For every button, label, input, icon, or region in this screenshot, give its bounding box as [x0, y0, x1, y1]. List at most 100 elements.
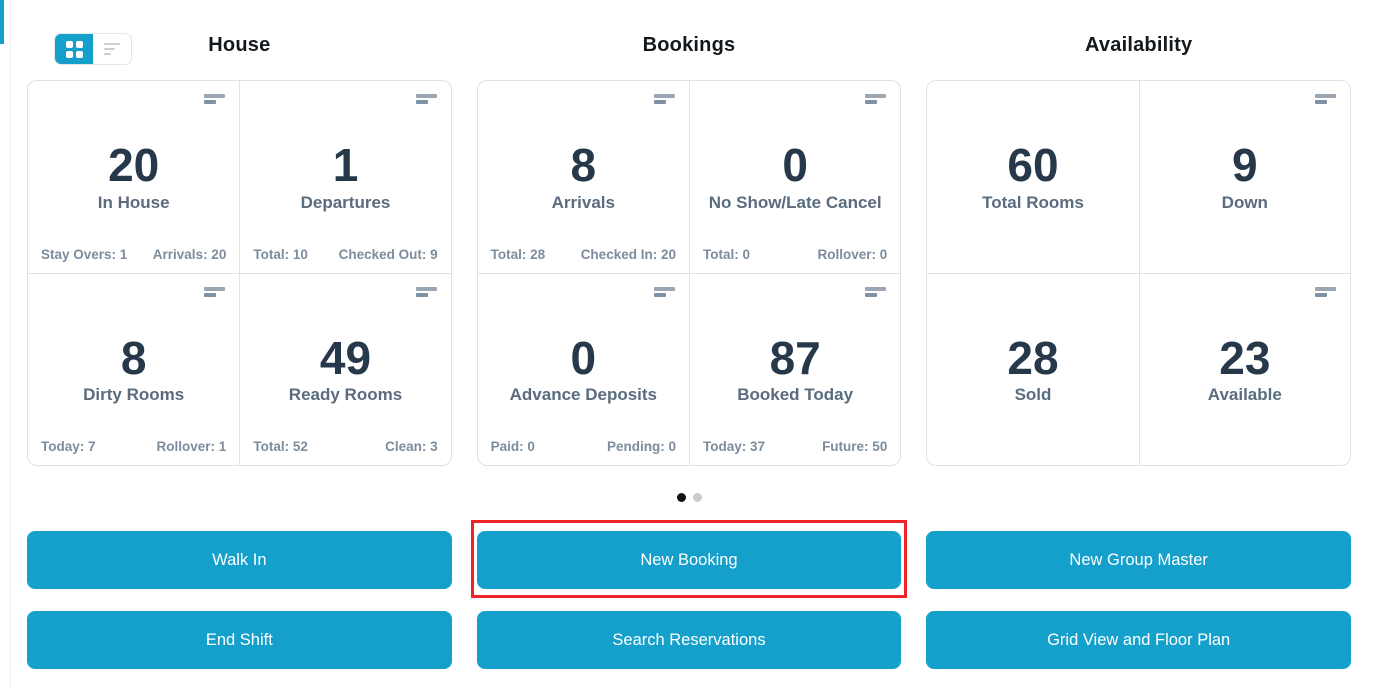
walk-in-button[interactable]: Walk In: [27, 531, 452, 589]
stat-footer-right: Arrivals: 20: [152, 247, 227, 262]
stat-footer-left: Today: 37: [702, 439, 765, 454]
card-menu-icon[interactable]: [865, 287, 887, 297]
stat-footer-right: Checked Out: 9: [338, 247, 438, 262]
action-buttons: Walk In New Booking New Group Master End…: [27, 520, 1351, 669]
dashboard: House Bookings Availability 20 In House …: [27, 0, 1351, 669]
stat-value: 60: [1007, 139, 1059, 192]
stat-value: 0: [570, 331, 597, 384]
card-menu-icon[interactable]: [653, 287, 675, 297]
stat-value: 87: [769, 331, 821, 384]
stat-card-total-rooms[interactable]: 60 Total Rooms: [927, 81, 1138, 273]
stat-label: Sold: [1014, 385, 1052, 405]
stat-footer-left: Total: 0: [702, 247, 750, 262]
stat-label: Available: [1207, 385, 1282, 405]
grid-view-floor-plan-button[interactable]: Grid View and Floor Plan: [926, 611, 1351, 669]
stat-card-in-house[interactable]: 20 In House Stay Overs: 1 Arrivals: 20: [28, 81, 239, 273]
stat-footer-right: Pending: 0: [606, 439, 676, 454]
section-title-bookings: Bookings: [642, 34, 736, 56]
new-booking-slot: New Booking: [470, 520, 908, 598]
carousel-dots: [27, 493, 1351, 502]
new-booking-button[interactable]: New Booking: [476, 531, 902, 589]
card-menu-icon[interactable]: [1314, 287, 1336, 297]
section-headers: House Bookings Availability: [27, 0, 1351, 80]
stat-card-booked-today[interactable]: 87 Booked Today Today: 37 Future: 50: [688, 273, 901, 465]
card-menu-icon[interactable]: [204, 287, 226, 297]
grid-view-icon: [65, 40, 83, 58]
new-group-master-button[interactable]: New Group Master: [926, 531, 1351, 589]
stat-footer-left: Total: 52: [253, 439, 308, 454]
stat-label: Total Rooms: [982, 192, 1084, 212]
stat-footer-right: Future: 50: [822, 439, 888, 454]
section-title-availability: Availability: [1085, 34, 1193, 56]
stat-card-advance-deposits[interactable]: 0 Advance Deposits Paid: 0 Pending: 0: [477, 273, 689, 465]
stat-footer-left: Today: 7: [41, 439, 96, 454]
stat-card-available[interactable]: 23 Available: [1138, 273, 1350, 465]
stat-card-down[interactable]: 9 Down: [1138, 81, 1350, 273]
stat-card-ready-rooms[interactable]: 49 Ready Rooms Total: 52 Clean: 3: [239, 273, 451, 465]
stat-label: Booked Today: [737, 385, 854, 405]
stat-footer: Total: 28 Checked In: 20: [491, 247, 676, 262]
search-reservations-button[interactable]: Search Reservations: [476, 611, 902, 669]
stat-footer-right: Rollover: 1: [156, 439, 227, 454]
card-menu-icon[interactable]: [204, 94, 226, 104]
stat-value: 28: [1007, 331, 1059, 384]
card-menu-icon[interactable]: [653, 94, 675, 104]
stat-label: Departures: [300, 192, 391, 212]
stat-footer: Total: 0 Rollover: 0: [703, 247, 887, 262]
stat-footer: Today: 37 Future: 50: [703, 439, 887, 454]
stat-value: 23: [1219, 331, 1271, 384]
stat-footer: Paid: 0 Pending: 0: [491, 439, 676, 454]
stat-value: 20: [108, 139, 160, 192]
stat-value: 9: [1232, 139, 1258, 192]
house-panel: 20 In House Stay Overs: 1 Arrivals: 20 1…: [27, 80, 452, 466]
grid-view-button[interactable]: [55, 34, 93, 64]
card-menu-icon[interactable]: [415, 94, 437, 104]
stat-label: Down: [1221, 192, 1268, 212]
view-toggle: [54, 33, 132, 65]
stat-value: 8: [120, 331, 147, 384]
stat-card-departures[interactable]: 1 Departures Total: 10 Checked Out: 9: [239, 81, 450, 273]
stat-footer-right: Rollover: 0: [817, 247, 888, 262]
stat-footer: Total: 52 Clean: 3: [253, 439, 437, 454]
stat-label: Ready Rooms: [288, 385, 403, 405]
stat-value: 49: [319, 331, 372, 384]
card-menu-icon[interactable]: [865, 94, 887, 104]
search-reservations-slot: Search Reservations: [476, 611, 902, 669]
card-menu-icon[interactable]: [415, 287, 437, 297]
stat-label: Arrivals: [551, 192, 615, 212]
new-group-master-slot: New Group Master: [926, 531, 1351, 589]
stat-footer-left: Stay Overs: 1: [41, 247, 128, 262]
stat-footer-right: Checked In: 20: [580, 247, 676, 262]
carousel-dot-2[interactable]: [692, 493, 702, 502]
stat-panels: 20 In House Stay Overs: 1 Arrivals: 20 1…: [27, 80, 1351, 466]
stat-card-dirty-rooms[interactable]: 8 Dirty Rooms Today: 7 Rollover: 1: [28, 273, 240, 465]
stat-label: Advance Deposits: [509, 385, 658, 405]
carousel-dot-1[interactable]: [676, 493, 686, 502]
stat-card-sold[interactable]: 28 Sold: [927, 273, 1139, 465]
stat-label: In House: [97, 192, 170, 212]
end-shift-button[interactable]: End Shift: [27, 611, 452, 669]
bookings-panel: 8 Arrivals Total: 28 Checked In: 20 0 No…: [476, 80, 902, 466]
stat-footer: Total: 10 Checked Out: 9: [253, 247, 437, 262]
stat-card-arrivals[interactable]: 8 Arrivals Total: 28 Checked In: 20: [478, 81, 689, 273]
stat-footer-right: Clean: 3: [385, 439, 438, 454]
stat-value: 8: [570, 139, 597, 192]
stat-value: 0: [782, 139, 808, 192]
card-menu-icon[interactable]: [1314, 94, 1336, 104]
stat-label: No Show/Late Cancel: [708, 192, 882, 212]
sidebar-edge-strip: [0, 0, 4, 44]
left-panel-divider: [10, 0, 11, 688]
stat-footer-left: Paid: 0: [490, 439, 535, 454]
stat-label: Dirty Rooms: [83, 385, 185, 405]
stat-value: 1: [332, 139, 359, 192]
stat-footer: Today: 7 Rollover: 1: [41, 439, 226, 454]
end-shift-slot: End Shift: [27, 611, 452, 669]
stat-footer: Stay Overs: 1 Arrivals: 20: [41, 247, 226, 262]
list-view-icon: [104, 43, 120, 55]
stat-card-no-show-late-cancel[interactable]: 0 No Show/Late Cancel Total: 0 Rollover:…: [688, 81, 900, 273]
list-view-button[interactable]: [93, 34, 131, 64]
grid-view-floor-plan-slot: Grid View and Floor Plan: [926, 611, 1351, 669]
stat-footer-left: Total: 28: [490, 247, 546, 262]
availability-panel: 60 Total Rooms 9 Down 28 Sold 23 Availab…: [926, 80, 1351, 466]
walk-in-slot: Walk In: [27, 531, 452, 589]
